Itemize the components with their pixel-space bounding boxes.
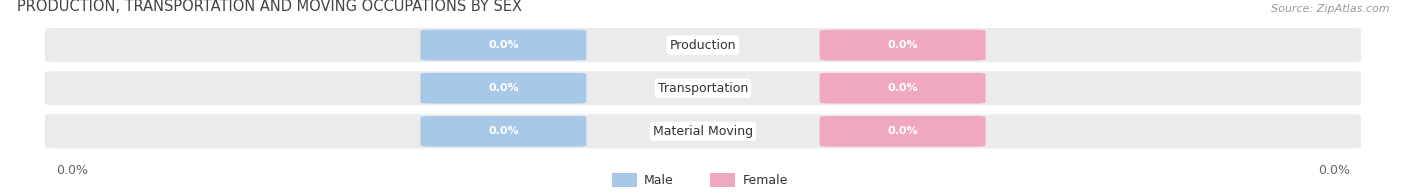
Text: 0.0%: 0.0% <box>887 40 918 50</box>
FancyBboxPatch shape <box>820 73 986 103</box>
FancyBboxPatch shape <box>45 28 1361 62</box>
Text: PRODUCTION, TRANSPORTATION AND MOVING OCCUPATIONS BY SEX: PRODUCTION, TRANSPORTATION AND MOVING OC… <box>17 0 522 14</box>
Text: 0.0%: 0.0% <box>887 83 918 93</box>
FancyBboxPatch shape <box>820 116 986 147</box>
FancyBboxPatch shape <box>710 173 735 187</box>
FancyBboxPatch shape <box>45 114 1361 148</box>
FancyBboxPatch shape <box>45 71 1361 105</box>
Text: 0.0%: 0.0% <box>1317 164 1350 177</box>
Text: Transportation: Transportation <box>658 82 748 95</box>
Text: 0.0%: 0.0% <box>488 83 519 93</box>
FancyBboxPatch shape <box>820 30 986 60</box>
Text: Source: ZipAtlas.com: Source: ZipAtlas.com <box>1271 4 1389 14</box>
Text: Material Moving: Material Moving <box>652 125 754 138</box>
Text: Female: Female <box>742 174 787 187</box>
Text: Male: Male <box>644 174 673 187</box>
Text: 0.0%: 0.0% <box>887 126 918 136</box>
Text: 0.0%: 0.0% <box>488 126 519 136</box>
FancyBboxPatch shape <box>420 73 586 103</box>
Text: 0.0%: 0.0% <box>488 40 519 50</box>
Text: 0.0%: 0.0% <box>56 164 89 177</box>
FancyBboxPatch shape <box>420 30 586 60</box>
Text: Production: Production <box>669 39 737 52</box>
FancyBboxPatch shape <box>420 116 586 147</box>
FancyBboxPatch shape <box>612 173 637 187</box>
